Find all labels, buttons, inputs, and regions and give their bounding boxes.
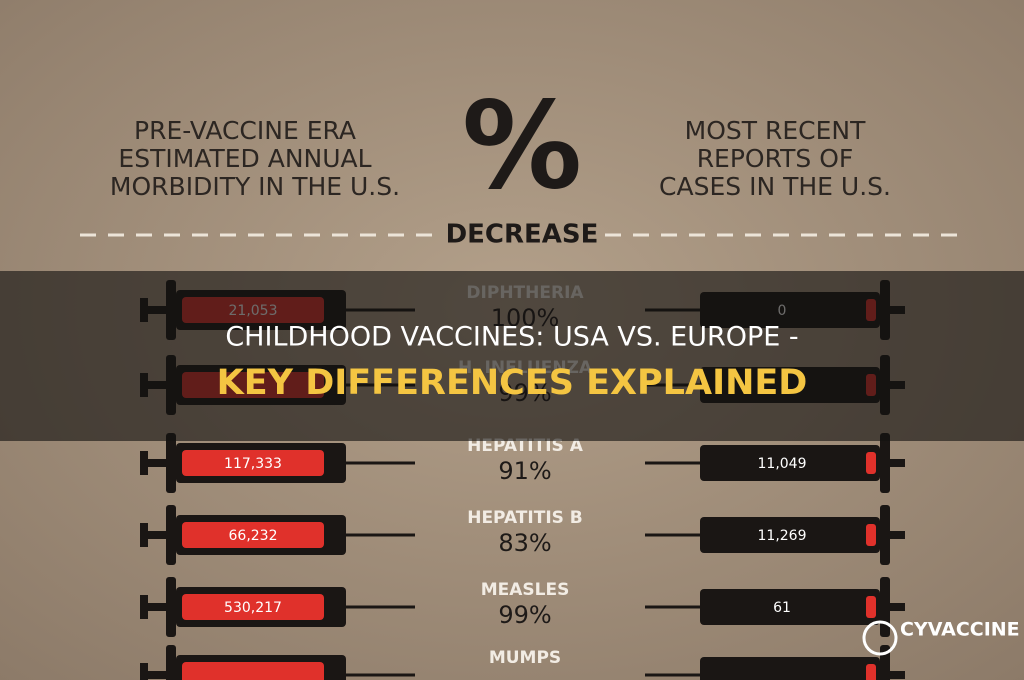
- heading-line: MORBIDITY IN THE U.S.: [110, 172, 400, 201]
- plunger: [140, 595, 148, 619]
- flange: [880, 433, 890, 493]
- heading-line: ESTIMATED ANNUAL: [118, 144, 371, 173]
- fluid: [866, 596, 876, 618]
- decrease: 83%: [498, 529, 551, 557]
- left-heading: PRE-VACCINE ERA ESTIMATED ANNUAL MORBIDI…: [110, 116, 400, 201]
- title-line: CHILDHOOD VACCINES: USA VS. EUROPE -: [225, 322, 798, 353]
- recent-count: 61: [773, 600, 791, 616]
- fluid: [866, 664, 876, 680]
- center-heading: DECREASE: [446, 220, 599, 250]
- logo-icon: [862, 620, 898, 656]
- flange: [166, 433, 176, 493]
- logo-text: CYVACCINE: [900, 619, 1020, 641]
- barrel: [700, 445, 880, 481]
- heading-line: REPORTS OF: [697, 144, 854, 173]
- disease: MUMPS: [489, 648, 561, 668]
- title-line: KEY DIFFERENCES EXPLAINED: [217, 363, 808, 403]
- flange: [166, 645, 176, 680]
- heading-line: MOST RECENT: [685, 116, 866, 145]
- heading-line: CASES IN THE U.S.: [659, 172, 891, 201]
- fluid: [182, 450, 324, 476]
- title-band: [0, 271, 1024, 441]
- flange: [880, 577, 890, 637]
- heading-line: PRE-VACCINE ERA: [134, 116, 356, 145]
- percent-symbol: %: [462, 78, 582, 217]
- fluid: [182, 662, 324, 680]
- recent-count: 11,269: [758, 528, 807, 544]
- fluid: [182, 594, 324, 620]
- decrease: 91%: [498, 457, 551, 485]
- fluid: [866, 524, 876, 546]
- plunger: [140, 451, 148, 475]
- logo: CYVACCINE: [862, 619, 1020, 656]
- fluid: [866, 452, 876, 474]
- disease: MEASLES: [481, 580, 570, 600]
- pre-vaccine-count: 66,232: [229, 528, 278, 544]
- pre-vaccine-count: 530,217: [224, 600, 282, 616]
- barrel: [700, 517, 880, 553]
- flange: [166, 577, 176, 637]
- flange: [880, 505, 890, 565]
- decrease: 99%: [498, 601, 551, 629]
- fluid: [182, 522, 324, 548]
- pre-vaccine-count: 117,333: [224, 456, 282, 472]
- plunger: [140, 663, 148, 680]
- barrel: [700, 589, 880, 625]
- flange: [166, 505, 176, 565]
- disease: HEPATITIS B: [467, 508, 583, 528]
- right-heading: MOST RECENT REPORTS OF CASES IN THE U.S.: [659, 116, 891, 201]
- barrel: [700, 657, 880, 680]
- plunger: [140, 523, 148, 547]
- recent-count: 11,049: [758, 456, 807, 472]
